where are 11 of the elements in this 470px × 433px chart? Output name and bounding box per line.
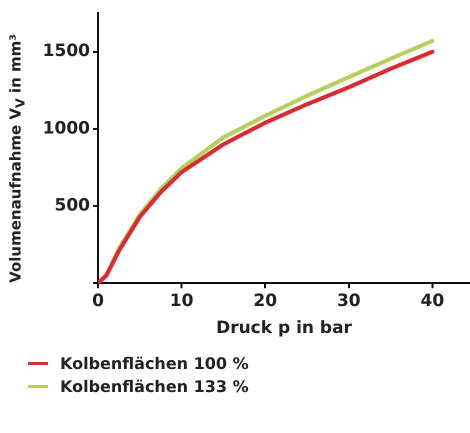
y-tick-label: 1500 [42, 41, 90, 62]
y-tick-label: 500 [54, 195, 90, 216]
x-axis-title: Druck p in bar [216, 318, 353, 338]
x-tick-label: 20 [253, 290, 278, 311]
legend-label: Kolbenflächen 133 % [60, 377, 249, 396]
legend-label: Kolbenflächen 100 % [60, 354, 249, 373]
x-tick-label: 40 [420, 290, 444, 311]
y-tick-label: 1000 [42, 118, 90, 138]
x-tick-label: 0 [92, 290, 104, 311]
x-tick-label: 30 [336, 290, 361, 311]
x-tick-label: 10 [170, 290, 194, 311]
